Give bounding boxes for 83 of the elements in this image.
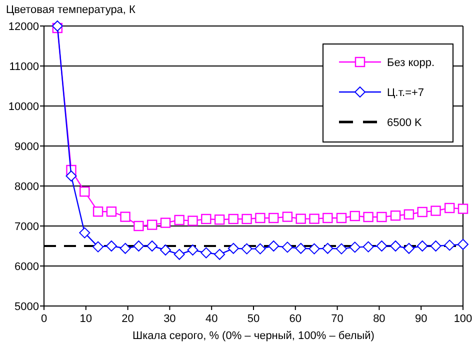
- point: [214, 248, 226, 260]
- point: [66, 170, 77, 182]
- point: [404, 209, 414, 220]
- y-tick-label: 11000: [9, 60, 39, 73]
- point: [444, 202, 455, 214]
- y-tick-label: 7000: [14, 220, 39, 233]
- point: [295, 242, 306, 254]
- point: [228, 242, 239, 254]
- x-tick-label: 40: [205, 313, 218, 325]
- point: [430, 206, 441, 216]
- legend-label: 6500 K: [387, 116, 423, 129]
- point: [160, 218, 171, 228]
- point: [458, 204, 468, 214]
- y-tick-label: 8000: [14, 180, 39, 193]
- point: [282, 212, 293, 222]
- point: [444, 240, 456, 251]
- point: [403, 242, 414, 254]
- point: [200, 247, 212, 258]
- point: [390, 240, 402, 252]
- point: [322, 212, 333, 224]
- point: [134, 220, 144, 232]
- point: [416, 240, 428, 252]
- point: [255, 212, 266, 224]
- point: [376, 240, 388, 252]
- point: [174, 248, 185, 260]
- point: [268, 240, 280, 252]
- point: [390, 210, 401, 221]
- x-tick-label: 100: [454, 313, 472, 325]
- point: [92, 206, 104, 217]
- y-tick-label: 9000: [14, 140, 39, 153]
- point: [214, 214, 225, 225]
- legend-label: Ц.т.=+7: [387, 86, 424, 99]
- point: [282, 242, 293, 253]
- point: [376, 212, 387, 222]
- y-tick-label: 6000: [14, 260, 39, 273]
- point: [188, 216, 198, 226]
- x-tick-label: 0: [40, 313, 48, 325]
- point: [201, 214, 212, 224]
- point: [362, 241, 374, 252]
- point: [430, 240, 442, 252]
- point: [349, 242, 360, 253]
- point: [120, 242, 131, 254]
- x-tick-label: 20: [122, 313, 134, 325]
- point: [160, 244, 172, 256]
- point: [133, 240, 144, 252]
- point: [106, 240, 117, 252]
- point: [228, 214, 238, 224]
- point: [268, 212, 279, 224]
- point: [322, 242, 334, 254]
- point: [363, 212, 374, 222]
- point: [308, 243, 320, 254]
- y-tick-label: 10000: [8, 100, 39, 113]
- point: [254, 243, 266, 254]
- point: [336, 212, 347, 224]
- x-axis-title: Шкала серого, % (0% – черный, 100% – белый): [132, 330, 374, 342]
- x-tick-label: 50: [247, 313, 260, 325]
- point: [146, 240, 158, 252]
- x-tick-label: 30: [164, 313, 176, 325]
- point: [80, 186, 90, 197]
- x-tick-label: 10: [80, 313, 92, 325]
- point: [147, 220, 158, 230]
- point: [241, 243, 252, 254]
- point: [187, 244, 198, 256]
- point: [242, 214, 252, 224]
- x-tick-label: 90: [414, 313, 428, 325]
- y-tick-label: 12000: [8, 20, 39, 33]
- point: [106, 206, 117, 217]
- x-tick-label: 60: [289, 313, 302, 325]
- x-tick-label: 70: [331, 313, 344, 325]
- x-tick-label: 80: [373, 313, 386, 325]
- point: [336, 243, 347, 254]
- point: [350, 210, 360, 222]
- point: [458, 238, 468, 250]
- point: [417, 206, 428, 218]
- y-axis-title: Цветовая температура, К: [6, 4, 136, 16]
- y-tick-label: 5000: [14, 300, 39, 313]
- point: [174, 214, 184, 226]
- point: [296, 214, 306, 224]
- point: [309, 214, 320, 224]
- point: [120, 212, 130, 222]
- legend-label: Без корр.: [387, 56, 435, 69]
- point: [92, 241, 104, 252]
- point: [79, 227, 90, 238]
